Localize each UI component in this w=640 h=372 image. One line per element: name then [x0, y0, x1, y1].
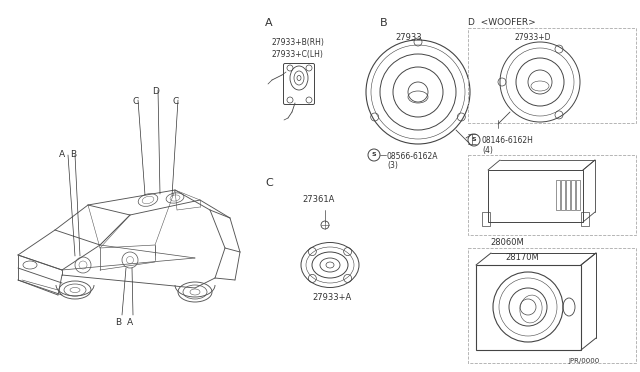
- Text: 08566-6162A: 08566-6162A: [387, 152, 438, 161]
- Bar: [476, 265, 581, 350]
- Text: D: D: [0, 371, 1, 372]
- Text: 28060M: 28060M: [490, 238, 524, 247]
- Bar: [488, 170, 583, 222]
- Text: 27933+C(LH): 27933+C(LH): [272, 50, 324, 59]
- Text: S: S: [372, 152, 376, 157]
- Text: S: S: [472, 137, 476, 142]
- Text: A: A: [59, 150, 65, 159]
- Bar: [571, 180, 575, 210]
- Text: C: C: [133, 97, 139, 106]
- Text: <WOOFER>: <WOOFER>: [0, 371, 1, 372]
- Bar: [468, 28, 636, 123]
- Text: (3): (3): [387, 161, 398, 170]
- Text: D  <WOOFER>: D <WOOFER>: [468, 18, 536, 27]
- Text: 27933+B(RH): 27933+B(RH): [272, 38, 325, 47]
- Text: C: C: [173, 97, 179, 106]
- Bar: [581, 212, 589, 226]
- Text: B: B: [70, 150, 76, 159]
- Text: B: B: [115, 318, 121, 327]
- Text: (4): (4): [482, 146, 493, 155]
- Bar: [566, 180, 570, 210]
- Text: C: C: [265, 178, 273, 188]
- Bar: [576, 180, 580, 210]
- Text: D: D: [152, 87, 159, 96]
- Text: 27933: 27933: [395, 33, 422, 42]
- Text: JPR/0000: JPR/0000: [568, 358, 599, 364]
- Text: 27933+D: 27933+D: [515, 33, 552, 42]
- Bar: [482, 212, 490, 226]
- Text: 27361A: 27361A: [302, 195, 334, 204]
- Bar: [561, 180, 565, 210]
- Text: A: A: [265, 18, 273, 28]
- Bar: [556, 180, 560, 210]
- Text: B: B: [380, 18, 388, 28]
- Text: A: A: [127, 318, 133, 327]
- Bar: [468, 248, 636, 363]
- Bar: [468, 155, 636, 235]
- Text: 08146-6162H: 08146-6162H: [482, 136, 534, 145]
- Text: 28170M: 28170M: [505, 253, 539, 262]
- Text: 27933+A: 27933+A: [312, 293, 351, 302]
